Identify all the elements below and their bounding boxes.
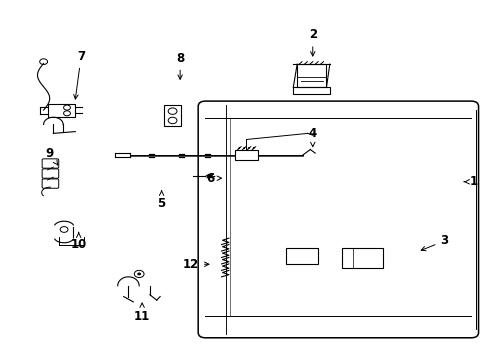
Bar xyxy=(341,248,383,268)
Bar xyxy=(297,64,326,87)
Text: 11: 11 xyxy=(134,303,150,323)
Text: 4: 4 xyxy=(308,127,316,147)
Bar xyxy=(48,104,75,117)
Bar xyxy=(285,248,317,264)
Bar xyxy=(293,87,329,94)
Circle shape xyxy=(138,273,141,275)
Bar xyxy=(234,150,258,160)
Text: 6: 6 xyxy=(206,172,221,185)
Text: 2: 2 xyxy=(308,28,316,56)
Text: 9: 9 xyxy=(45,147,58,165)
Text: 5: 5 xyxy=(157,191,165,210)
Text: 7: 7 xyxy=(74,50,85,99)
Text: 12: 12 xyxy=(183,258,208,271)
Text: 1: 1 xyxy=(463,175,477,188)
Text: 3: 3 xyxy=(420,234,447,251)
Text: 8: 8 xyxy=(176,51,184,79)
Bar xyxy=(163,105,181,126)
Text: 10: 10 xyxy=(70,233,87,251)
